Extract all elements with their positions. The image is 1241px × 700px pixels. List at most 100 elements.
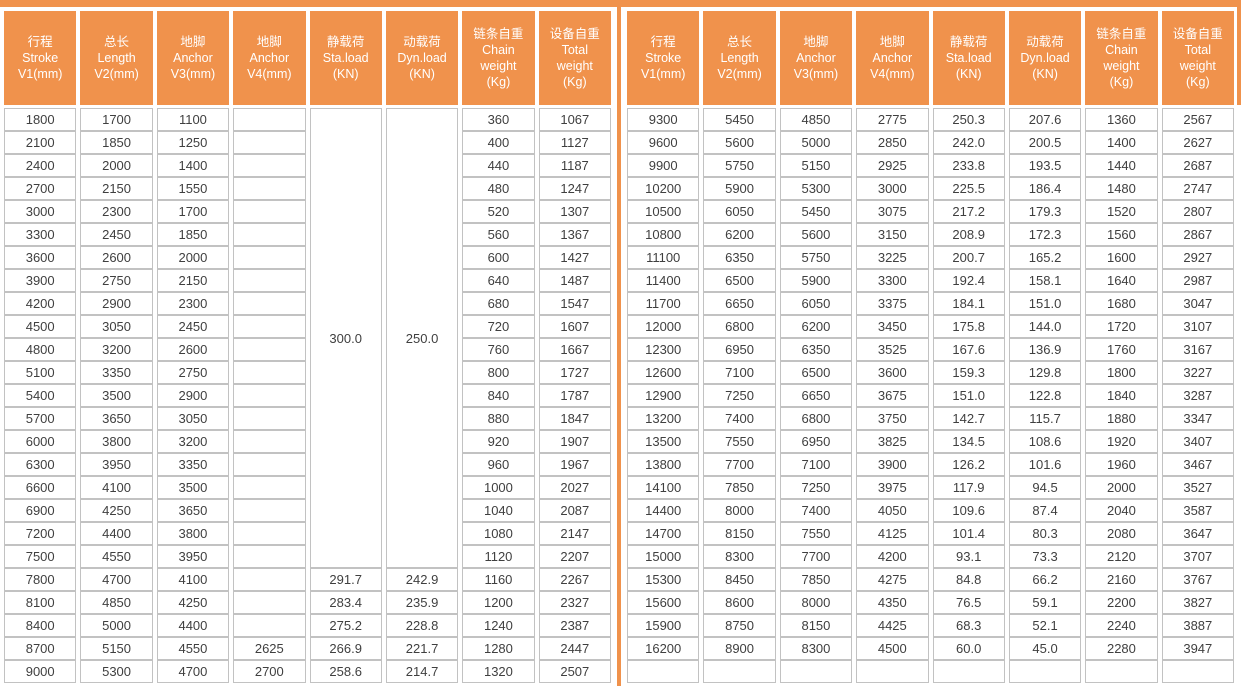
table-cell-anchor-v4 — [233, 108, 306, 131]
table-cell-dynamic-load: 165.2 — [1008, 246, 1082, 269]
table-cell-anchor-v3: 4700 — [156, 660, 230, 683]
table-cell-stroke — [627, 660, 700, 683]
table-cell-length: 3350 — [80, 361, 153, 384]
table-cell-total-weight: 1727 — [538, 361, 611, 384]
table-row: 12600 7100 6500 3600 159.3 129.8 1800 3227 — [627, 361, 1234, 384]
table-cell-anchor-v4: 2850 — [856, 131, 929, 154]
table-row — [627, 660, 1234, 683]
table-cell-static-load — [932, 660, 1005, 683]
spec-table-right-body: 9300 5450 4850 2775 250.3 207.6 1360 2567 9600 56… — [627, 108, 1234, 683]
table-cell-anchor-v4 — [233, 522, 306, 545]
table-cell-static-load: 117.9 — [932, 476, 1005, 499]
table-cell-total-weight: 3707 — [1161, 545, 1234, 568]
table-cell-stroke: 1800 — [4, 108, 77, 131]
table-cell-total-weight: 1547 — [538, 292, 611, 315]
table-cell-anchor-v3: 6350 — [779, 338, 853, 361]
table-cell-static-load: 109.6 — [932, 499, 1005, 522]
table-cell-anchor-v3: 7850 — [779, 568, 853, 591]
table-cell-stroke: 15000 — [627, 545, 700, 568]
table-cell-anchor-v3: 2450 — [156, 315, 230, 338]
table-cell-stroke: 3900 — [4, 269, 77, 292]
table-cell-chain-weight: 2160 — [1085, 568, 1158, 591]
table-cell-dynamic-load — [1008, 660, 1082, 683]
table-cell-chain-weight: 2000 — [1085, 476, 1158, 499]
table-row: 14100 7850 7250 3975 117.9 94.5 2000 3527 — [627, 476, 1234, 499]
table-cell-static-load: 250.3 — [932, 108, 1005, 131]
table-cell-dynamic-load: 101.6 — [1008, 453, 1082, 476]
table-cell-stroke: 3000 — [4, 200, 77, 223]
table-cell-anchor-v3: 8000 — [779, 591, 853, 614]
table-cell-stroke: 3300 — [4, 223, 77, 246]
table-cell-chain-weight: 600 — [462, 246, 535, 269]
table-cell-length: 5000 — [80, 614, 153, 637]
table-cell-anchor-v3: 1850 — [156, 223, 230, 246]
table-cell-stroke: 9600 — [627, 131, 700, 154]
table-cell-length: 4400 — [80, 522, 153, 545]
table-cell-anchor-v3: 5000 — [779, 131, 853, 154]
table-row: 13800 7700 7100 3900 126.2 101.6 1960 3467 — [627, 453, 1234, 476]
table-cell-length: 5750 — [703, 154, 776, 177]
table-cell-chain-weight: 360 — [462, 108, 535, 131]
table-cell-anchor-v4: 3000 — [856, 177, 929, 200]
table-cell-stroke: 10800 — [627, 223, 700, 246]
table-cell-length: 2900 — [80, 292, 153, 315]
table-cell-stroke: 11100 — [627, 246, 700, 269]
table-row: 12900 7250 6650 3675 151.0 122.8 1840 3287 — [627, 384, 1234, 407]
table-cell-anchor-v4 — [233, 453, 306, 476]
header-cell-length: 总长 Length V2(mm) — [80, 11, 153, 108]
table-cell-stroke: 5100 — [4, 361, 77, 384]
table-cell-dynamic-load: 200.5 — [1008, 131, 1082, 154]
table-row: 11400 6500 5900 3300 192.4 158.1 1640 2987 — [627, 269, 1234, 292]
table-cell-dynamic-load: 144.0 — [1008, 315, 1082, 338]
table-cell-length: 3950 — [80, 453, 153, 476]
table-cell-anchor-v4: 3600 — [856, 361, 929, 384]
table-cell-static-load: 101.4 — [932, 522, 1005, 545]
table-cell-length: 5150 — [80, 637, 153, 660]
table-cell-static-load: 242.0 — [932, 131, 1005, 154]
table-cell-total-weight: 1787 — [538, 384, 611, 407]
table-cell-stroke: 12300 — [627, 338, 700, 361]
table-cell-anchor-v3: 7250 — [779, 476, 853, 499]
table-row: 7800 4700 4100 291.7 242.9 1160 2267 — [4, 568, 611, 591]
table-row: 3300 2450 1850 560 1367 — [4, 223, 611, 246]
table-cell-static-load: 266.9 — [309, 637, 382, 660]
table-cell-dynamic-load: 228.8 — [385, 614, 459, 637]
table-row: 9900 5750 5150 2925 233.8 193.5 1440 2687 — [627, 154, 1234, 177]
table-cell-anchor-v4: 2775 — [856, 108, 929, 131]
table-cell-total-weight: 2987 — [1161, 269, 1234, 292]
table-cell-length: 7550 — [703, 430, 776, 453]
table-cell-static-load: 76.5 — [932, 591, 1005, 614]
table-cell-stroke: 2100 — [4, 131, 77, 154]
table-cell-stroke: 7200 — [4, 522, 77, 545]
table-cell-chain-weight: 440 — [462, 154, 535, 177]
table-cell-stroke: 10500 — [627, 200, 700, 223]
table-cell-total-weight: 3587 — [1161, 499, 1234, 522]
table-cell-anchor-v3: 3200 — [156, 430, 230, 453]
table-cell-anchor-v4: 3150 — [856, 223, 929, 246]
table-cell-total-weight: 3287 — [1161, 384, 1234, 407]
header-cell-static-load: 静载荷 Sta.load (KN) — [932, 11, 1005, 108]
table-cell-chain-weight: 680 — [462, 292, 535, 315]
table-row: 13500 7550 6950 3825 134.5 108.6 1920 3407 — [627, 430, 1234, 453]
header-cell-stroke: 行程 Stroke V1(mm) — [4, 11, 77, 108]
table-cell-anchor-v3: 2150 — [156, 269, 230, 292]
table-cell-length: 8600 — [703, 591, 776, 614]
table-cell-anchor-v4: 2700 — [233, 660, 306, 683]
table-cell-chain-weight: 1880 — [1085, 407, 1158, 430]
table-cell-anchor-v3: 5750 — [779, 246, 853, 269]
table-cell-length: 7700 — [703, 453, 776, 476]
table-cell-length: 8450 — [703, 568, 776, 591]
header-cell-static-load: 静载荷 Sta.load (KN) — [309, 11, 382, 108]
table-cell-anchor-v3: 4850 — [779, 108, 853, 131]
table-row: 15900 8750 8150 4425 68.3 52.1 2240 3887 — [627, 614, 1234, 637]
table-cell-length: 6050 — [703, 200, 776, 223]
table-cell-length: 5450 — [703, 108, 776, 131]
table-cell-chain-weight: 520 — [462, 200, 535, 223]
table-row: 1800 1700 1100 300.0 250.0 360 1067 — [4, 108, 611, 568]
right-edge-header-fragment — [1237, 0, 1241, 105]
table-cell-chain-weight: 880 — [462, 407, 535, 430]
table-cell-anchor-v4: 4425 — [856, 614, 929, 637]
table-row: 16200 8900 8300 4500 60.0 45.0 2280 3947 — [627, 637, 1234, 660]
table-cell-total-weight: 2207 — [538, 545, 611, 568]
table-cell-total-weight: 3767 — [1161, 568, 1234, 591]
